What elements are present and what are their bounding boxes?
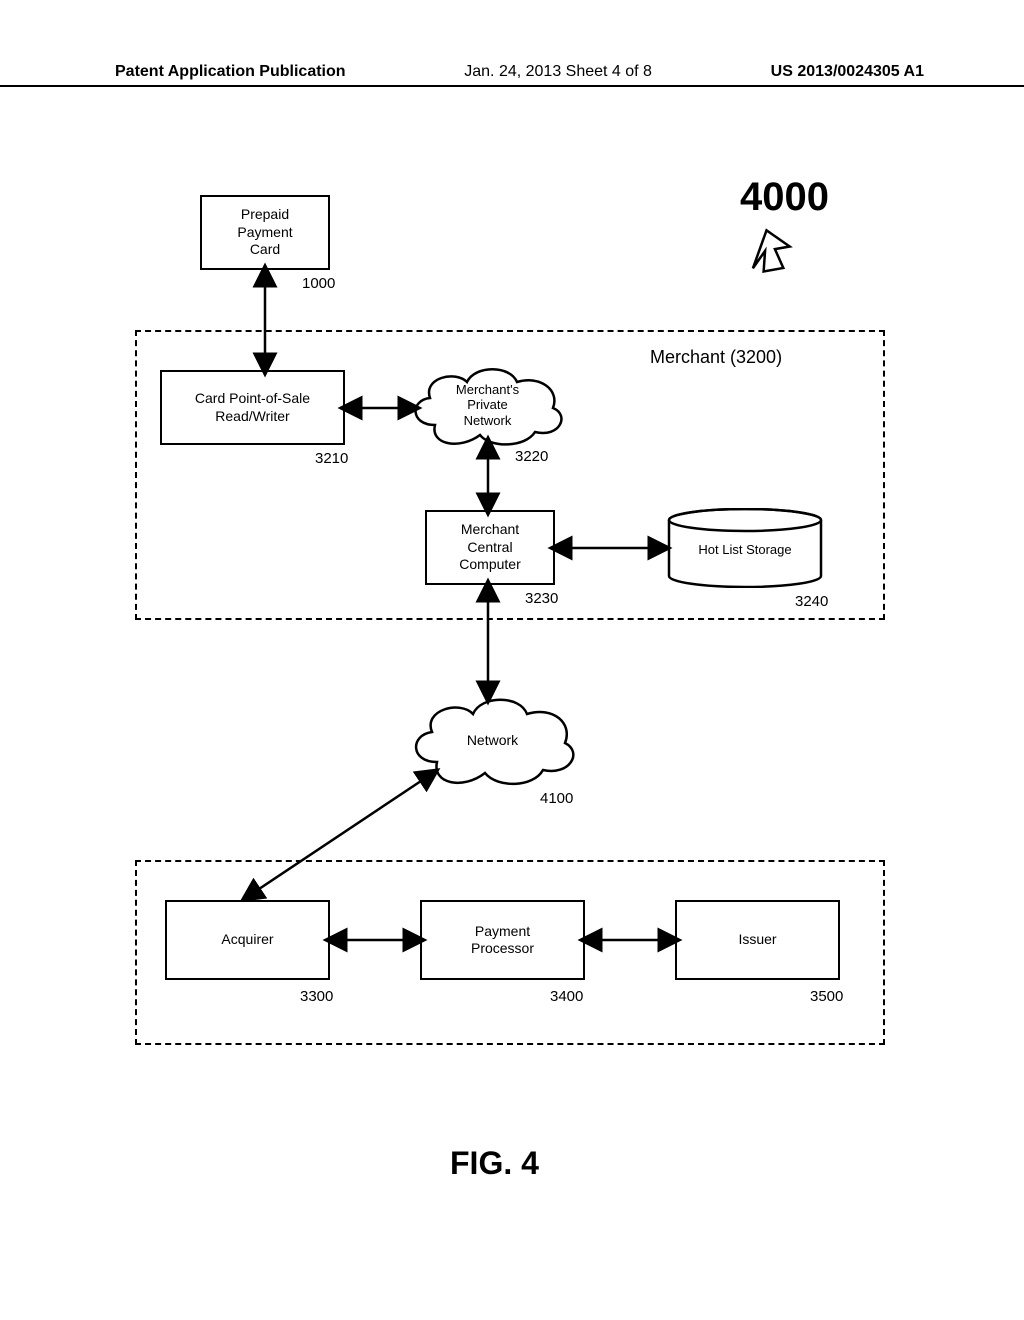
ref-3230: 3230 — [525, 590, 558, 607]
node-merchant-network: Merchant's Private Network — [405, 360, 570, 450]
ref-3500: 3500 — [810, 988, 843, 1005]
page-header: Patent Application Publication Jan. 24, … — [0, 85, 1024, 105]
merchant-container-label: Merchant (3200) — [650, 347, 782, 368]
edge-pos-merchnet — [345, 400, 415, 420]
edge-merchnet-cpu — [480, 442, 500, 512]
overall-ref-number: 4000 — [740, 175, 829, 220]
node-issuer-label: Issuer — [738, 931, 776, 949]
ref-3240: 3240 — [795, 593, 828, 610]
diagram-canvas: 4000 Prepaid Payment Card 1000 Merchant … — [120, 150, 920, 1150]
edge-network-acquirer — [240, 765, 440, 905]
node-hotlist: Hot List Storage — [665, 508, 825, 588]
node-prepaid-card-label: Prepaid Payment Card — [237, 206, 292, 259]
node-merchant-cpu: Merchant Central Computer — [425, 510, 555, 585]
node-processor-label: Payment Processor — [471, 923, 534, 958]
node-merchant-cpu-label: Merchant Central Computer — [459, 521, 520, 574]
edge-cpu-network — [480, 585, 500, 700]
node-pos: Card Point-of-Sale Read/Writer — [160, 370, 345, 445]
callout-arrow-icon — [740, 220, 795, 275]
header-left: Patent Application Publication — [115, 63, 346, 81]
node-merchant-network-label: Merchant's Private Network — [456, 382, 519, 429]
ref-3220: 3220 — [515, 448, 548, 465]
ref-3300: 3300 — [300, 988, 333, 1005]
edge-acquirer-processor — [330, 932, 422, 952]
node-network-label: Network — [467, 732, 518, 749]
ref-3400: 3400 — [550, 988, 583, 1005]
header-right: US 2013/0024305 A1 — [771, 63, 924, 81]
page: Patent Application Publication Jan. 24, … — [0, 0, 1024, 1320]
ref-3210: 3210 — [315, 450, 348, 467]
edge-cpu-hotlist — [555, 540, 667, 560]
node-pos-label: Card Point-of-Sale Read/Writer — [195, 390, 310, 425]
header-center: Jan. 24, 2013 Sheet 4 of 8 — [464, 63, 652, 81]
node-issuer: Issuer — [675, 900, 840, 980]
ref-4100: 4100 — [540, 790, 573, 807]
node-hotlist-label: Hot List Storage — [665, 542, 825, 557]
edge-processor-issuer — [585, 932, 677, 952]
edge-card-pos — [260, 270, 280, 370]
node-prepaid-card: Prepaid Payment Card — [200, 195, 330, 270]
node-processor: Payment Processor — [420, 900, 585, 980]
figure-caption: FIG. 4 — [450, 1145, 539, 1182]
node-acquirer: Acquirer — [165, 900, 330, 980]
node-acquirer-label: Acquirer — [221, 931, 273, 949]
ref-1000: 1000 — [302, 275, 335, 292]
